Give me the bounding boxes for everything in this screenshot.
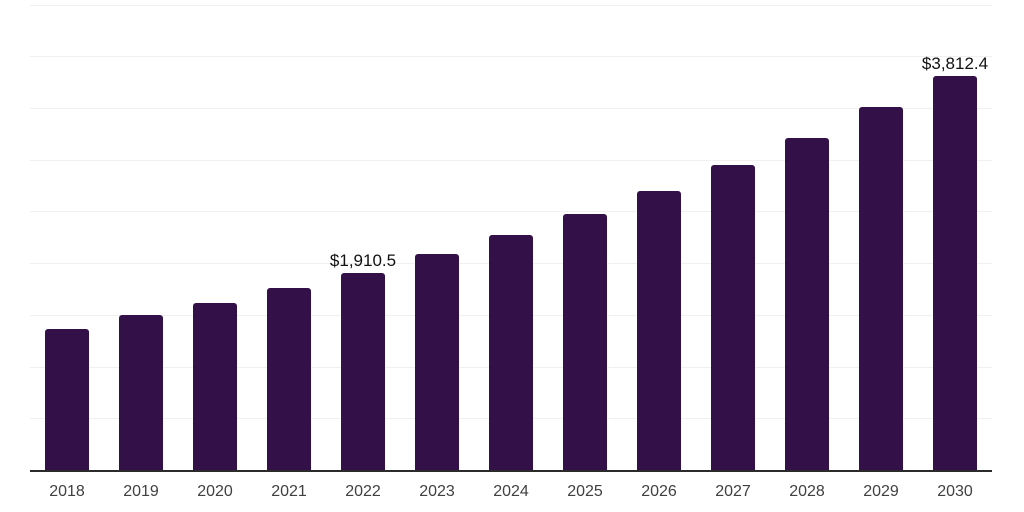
bar [711,165,755,471]
x-axis-label: 2026 [641,483,677,500]
gridline [30,107,992,109]
x-axis-label: 2021 [271,483,307,500]
bar [341,272,385,471]
x-axis-label: 2024 [493,483,529,500]
bar [193,302,237,471]
bar-value-label: $3,812.4 [921,54,989,74]
bar [859,106,903,471]
bar [415,253,459,471]
bar-value-label: $1,910.5 [329,250,397,270]
bar [267,287,311,471]
x-axis-line [30,470,992,472]
x-axis-label: 2030 [937,483,973,500]
bar [119,315,163,471]
x-axis-label: 2023 [419,483,455,500]
x-axis-label: 2029 [863,483,899,500]
x-axis-label: 2028 [789,483,825,500]
x-axis-label: 2019 [123,483,159,500]
bar [489,234,533,471]
gridline [30,56,992,58]
gridline [30,159,992,161]
gridline [30,4,992,6]
x-axis-label: 2018 [49,483,85,500]
bar [637,191,681,471]
bar [785,138,829,471]
x-axis-label: 2020 [197,483,233,500]
x-axis-label: 2027 [715,483,751,500]
bar [933,76,977,471]
gridline [30,211,992,213]
bar [45,329,89,471]
x-axis-label: 2022 [345,483,381,500]
bar [563,213,607,471]
x-axis-label: 2025 [567,483,603,500]
